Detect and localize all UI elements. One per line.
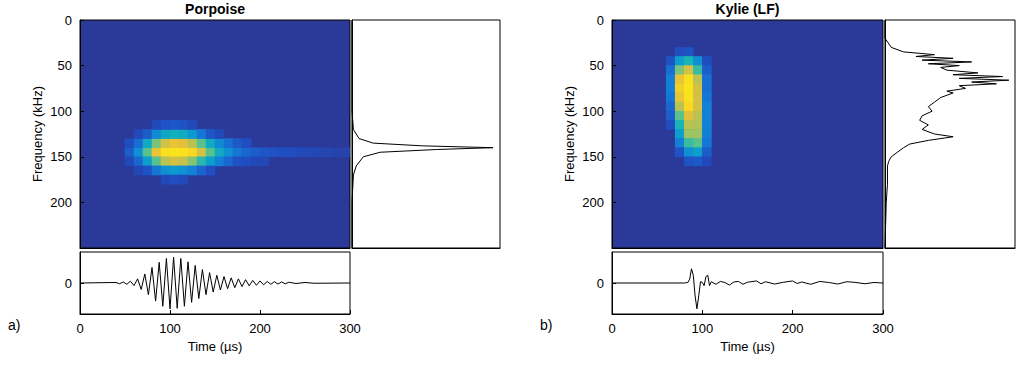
- svg-text:200: 200: [249, 321, 271, 336]
- svg-text:0: 0: [65, 13, 72, 28]
- svg-text:50: 50: [590, 58, 604, 73]
- svg-text:Kylie (LF): Kylie (LF): [716, 1, 780, 17]
- svg-text:0: 0: [597, 13, 604, 28]
- svg-text:300: 300: [872, 321, 894, 336]
- svg-text:Time (µs): Time (µs): [188, 339, 243, 354]
- svg-text:200: 200: [782, 321, 804, 336]
- svg-text:200: 200: [50, 195, 72, 210]
- svg-text:300: 300: [339, 321, 361, 336]
- svg-text:150: 150: [582, 149, 604, 164]
- svg-text:100: 100: [50, 104, 72, 119]
- svg-text:100: 100: [159, 321, 181, 336]
- svg-text:200: 200: [582, 195, 604, 210]
- svg-text:Porpoise: Porpoise: [185, 1, 245, 17]
- svg-text:Frequency (kHz): Frequency (kHz): [30, 86, 45, 182]
- svg-text:0: 0: [597, 276, 604, 291]
- svg-text:100: 100: [691, 321, 713, 336]
- svg-text:100: 100: [582, 104, 604, 119]
- svg-text:0: 0: [608, 321, 615, 336]
- svg-text:150: 150: [50, 149, 72, 164]
- svg-text:0: 0: [65, 276, 72, 291]
- svg-text:Time (µs): Time (µs): [720, 339, 775, 354]
- svg-text:50: 50: [58, 58, 72, 73]
- svg-text:b): b): [540, 317, 552, 333]
- svg-text:a): a): [8, 317, 20, 333]
- svg-text:0: 0: [76, 321, 83, 336]
- svg-text:Frequency (kHz): Frequency (kHz): [562, 86, 577, 182]
